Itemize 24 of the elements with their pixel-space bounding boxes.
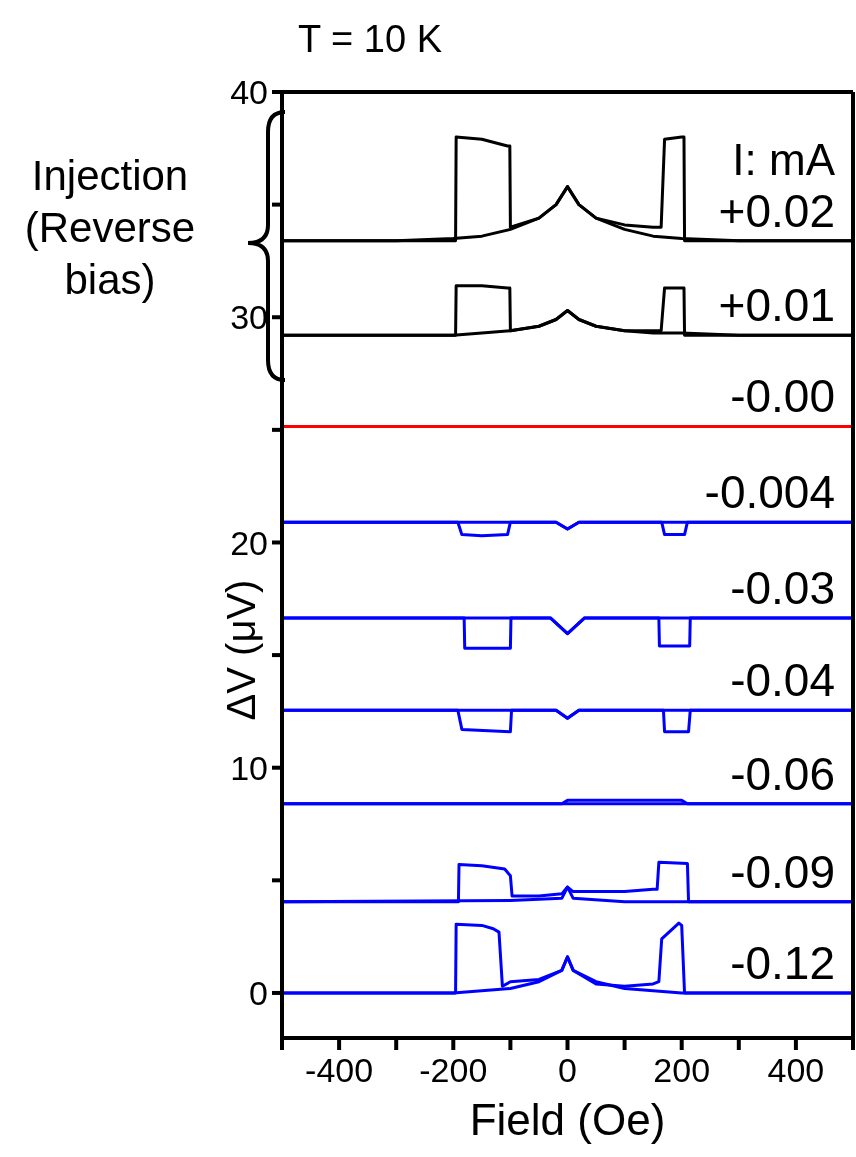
- x-tick-label: 0: [558, 1051, 577, 1090]
- y-tick-label: 20: [230, 523, 268, 562]
- series-label: -0.00: [730, 370, 835, 423]
- series-label: -0.12: [730, 936, 835, 989]
- series-label: -0.09: [730, 845, 835, 898]
- x-tick-label: 200: [653, 1051, 711, 1090]
- series-label: +0.02: [718, 184, 835, 237]
- x-tick-label: 400: [767, 1051, 825, 1090]
- legend-title: I: mA: [732, 134, 836, 184]
- y-tick-label: 40: [230, 73, 268, 112]
- x-axis-title: Field (Oe): [469, 1095, 666, 1144]
- series-label: -0.04: [730, 654, 835, 707]
- series-label: +0.01: [718, 279, 835, 332]
- chart-title: T = 10 K: [297, 18, 443, 60]
- series-label: -0.004: [704, 466, 835, 519]
- y-tick-label: 0: [249, 974, 268, 1013]
- x-tick-label: -200: [419, 1051, 488, 1090]
- y-axis-title: ΔV (μV): [219, 579, 263, 721]
- series-label: -0.06: [730, 747, 835, 800]
- y-tick-label: 10: [230, 748, 268, 787]
- text: Injection (Reverse bias): [24, 152, 196, 303]
- series-label: -0.03: [730, 561, 835, 614]
- y-tick-label: 30: [230, 298, 268, 337]
- x-tick-label: -400: [305, 1051, 374, 1090]
